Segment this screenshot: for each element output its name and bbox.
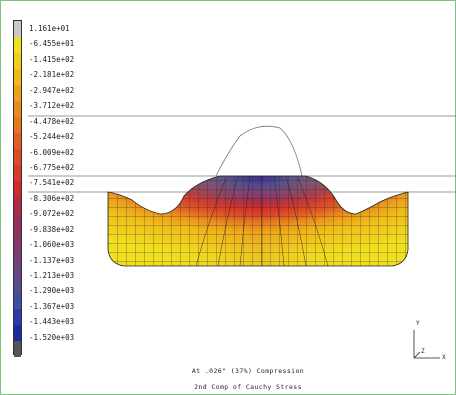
legend-swatch bbox=[14, 117, 21, 133]
legend-swatch bbox=[14, 181, 21, 197]
legend-value-label: -4.478e+02 bbox=[29, 116, 75, 126]
legend-value-label: -2.181e+02 bbox=[29, 70, 75, 80]
undeformed-outline bbox=[215, 125, 303, 177]
legend-value-label: -1.520e+03 bbox=[29, 332, 75, 342]
legend-value-label: -1.367e+03 bbox=[29, 301, 75, 311]
legend-value-label: -1.443e+03 bbox=[29, 317, 75, 327]
axis-triad bbox=[413, 330, 440, 359]
legend-value-label: -3.712e+02 bbox=[29, 101, 75, 111]
legend-swatch bbox=[14, 245, 21, 261]
legend-value-label: -8.306e+02 bbox=[29, 193, 75, 203]
legend-swatch bbox=[14, 229, 21, 245]
legend-swatch bbox=[14, 165, 21, 181]
legend-swatch bbox=[14, 85, 21, 101]
legend-value-label: -9.072e+02 bbox=[29, 209, 75, 219]
legend-value-label: -2.947e+02 bbox=[29, 85, 75, 95]
color-legend-bar bbox=[13, 20, 22, 357]
legend-value-label: -6.455e+01 bbox=[29, 39, 75, 49]
deformed-seal-mesh bbox=[108, 176, 408, 266]
legend-value-label: -6.775e+02 bbox=[29, 162, 75, 172]
legend-value-label: -1.290e+03 bbox=[29, 286, 75, 296]
legend-swatch bbox=[14, 341, 21, 357]
legend-value-label: 1.161e+01 bbox=[29, 24, 70, 33]
stress-component-caption: 2nd Comp of Cauchy Stress bbox=[194, 383, 302, 391]
legend-swatch bbox=[14, 149, 21, 165]
legend-swatch bbox=[14, 53, 21, 69]
legend-value-label: -5.244e+02 bbox=[29, 132, 75, 142]
color-legend-labels: 1.161e+01 -6.455e+01 -1.415e+02 -2.181e+02 -… bbox=[29, 21, 74, 345]
compression-caption: At .026" (37%) Compression bbox=[191, 367, 305, 375]
legend-swatch bbox=[14, 21, 21, 37]
legend-swatch bbox=[14, 133, 21, 149]
legend-swatch bbox=[14, 213, 21, 229]
legend-value-label: -1.060e+03 bbox=[29, 240, 75, 250]
legend-value-label: -7.541e+02 bbox=[29, 178, 75, 188]
legend-swatch bbox=[14, 101, 21, 117]
axis-x-label: X bbox=[442, 354, 446, 361]
legend-value-label: -1.415e+02 bbox=[29, 54, 75, 64]
legend-swatch bbox=[14, 293, 21, 309]
legend-swatch bbox=[14, 261, 21, 277]
legend-value-label: -1.213e+03 bbox=[29, 271, 75, 280]
legend-swatch bbox=[14, 309, 21, 325]
seal-outline bbox=[107, 175, 409, 267]
legend-value-label: -6.009e+02 bbox=[29, 147, 75, 157]
legend-swatch bbox=[14, 69, 21, 85]
legend-swatch bbox=[14, 197, 21, 213]
legend-swatch bbox=[14, 37, 21, 53]
axis-y-label: Y bbox=[416, 320, 420, 327]
legend-value-label: -1.137e+03 bbox=[29, 255, 75, 265]
legend-value-label: -9.838e+02 bbox=[29, 224, 75, 234]
axis-z-label: Z bbox=[421, 348, 425, 355]
legend-swatch bbox=[14, 277, 21, 293]
legend-swatch bbox=[14, 325, 21, 341]
